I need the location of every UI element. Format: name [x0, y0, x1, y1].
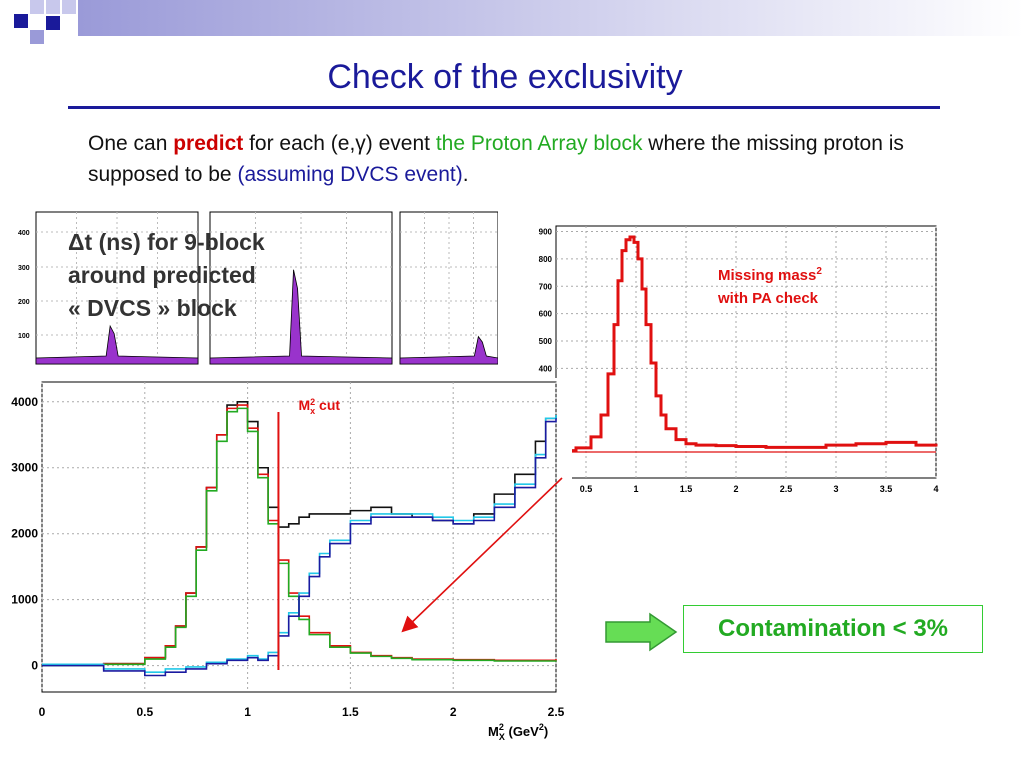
- y-tick-label: 3000: [11, 461, 38, 475]
- y-tick-label: 4000: [11, 395, 38, 409]
- x-tick-label: 2: [733, 484, 738, 494]
- xlabel-sub: X: [499, 732, 505, 742]
- y-tick-label: 200: [18, 299, 30, 306]
- mx2-cut-label: M2 x cut: [298, 397, 340, 416]
- y-tick-label: 700: [539, 282, 553, 291]
- delta-t-peak: [399, 335, 498, 365]
- x-tick-label: 0.5: [136, 705, 153, 719]
- y-tick-label: 100: [18, 333, 30, 340]
- slide-title: Check of the exclusivity: [327, 58, 683, 96]
- xlabel-end: ): [544, 724, 548, 739]
- intro-predict: predict: [173, 132, 244, 155]
- cut-label-sub: x: [310, 406, 315, 416]
- contamination-result: Contamination < 3%: [683, 605, 983, 653]
- x-tick-label: 1: [244, 705, 251, 719]
- plot-frame: [41, 381, 557, 693]
- x-tick-label: 1.5: [342, 705, 359, 719]
- missing-mass-annotation: Missing mass2: [718, 266, 822, 284]
- cut-label-text: cut: [315, 397, 340, 413]
- x-tick-label: 0.5: [580, 484, 593, 494]
- x-tick-label: 2.5: [548, 705, 565, 719]
- intro-proton-array: the Proton Array block: [435, 132, 643, 155]
- plot-ticks: 0.5 1 1.5 2 2.5 3 3.5 4 400 500 600 700 800 900: [539, 227, 939, 494]
- plot-series: [42, 400, 557, 677]
- plot-ticks: 0 0.5 1 1.5 2 2.5 0 1000 2000 3000 4000: [11, 395, 564, 719]
- x-tick-label: 1.5: [680, 484, 693, 494]
- x-tick-label: 2: [450, 705, 457, 719]
- arrow-overlay: [401, 477, 563, 633]
- y-tick-label: 800: [539, 255, 553, 264]
- y-tick-label: 400: [539, 364, 553, 373]
- mx2-series-green: [42, 407, 557, 667]
- x-tick-label: 1: [633, 484, 638, 494]
- x-tick-label: 3.5: [880, 484, 893, 494]
- xlabel-sup: 2: [499, 722, 504, 732]
- xlabel-unit: (GeV: [505, 724, 539, 739]
- title-underline: [68, 106, 940, 109]
- delta-t-peak: [209, 269, 393, 365]
- delta-t-peak: [35, 324, 199, 365]
- intro-assuming: (assuming DVCS event): [237, 163, 463, 186]
- x-tick-label: 3: [833, 484, 838, 494]
- delta-t-label-line3: « DVCS » block: [68, 295, 237, 321]
- missing-mass-annotation-line2: with PA check: [717, 290, 819, 307]
- plot-frame: [555, 225, 937, 479]
- delta-t-histograms: 400 300 200 100 Δt (ns) for 9-block around …: [14, 206, 498, 382]
- top-gradient-bar: [78, 0, 1024, 36]
- intro-part: where the missing proton is supposed to …: [88, 132, 904, 186]
- intro-part: .: [462, 163, 469, 186]
- deco-square: [14, 14, 28, 28]
- mx2-series-blue: [42, 418, 557, 677]
- pointer-arrow: [401, 477, 563, 633]
- y-tick-label: 1000: [11, 593, 38, 607]
- corner-decoration: [0, 0, 80, 60]
- intro-part: for each (e,γ) event: [243, 132, 436, 155]
- y-tick-label: 300: [18, 265, 30, 272]
- green-arrow-icon: [605, 612, 678, 652]
- x-axis-title: M2 X (GeV2): [488, 722, 548, 742]
- intro-part: One can: [88, 132, 174, 155]
- annotation-sup: 2: [816, 266, 822, 277]
- y-tick-label: 2000: [11, 527, 38, 541]
- deco-square: [30, 0, 44, 14]
- xlabel-unit-sup: 2: [539, 722, 544, 732]
- x-tick-label: 2.5: [780, 484, 793, 494]
- intro-text: One can predict for each (e,γ) event the…: [88, 128, 928, 190]
- annotation-text: Missing mass: [718, 267, 816, 284]
- y-tick-label: 400: [18, 230, 30, 237]
- delta-t-label-line1: Δt (ns) for 9-block: [68, 229, 265, 255]
- cut-label-sup: 2: [310, 397, 315, 407]
- xlabel-m: M: [488, 724, 499, 739]
- x-tick-label: 0: [39, 705, 46, 719]
- deco-square: [62, 0, 76, 14]
- missing-mass-pa-chart: 0.5 1 1.5 2 2.5 3 3.5 4 400 500 600 700 800 900 Missi…: [520, 222, 944, 500]
- y-tick-label: 600: [539, 310, 553, 319]
- deco-square: [46, 0, 60, 14]
- y-tick-label: 500: [539, 337, 553, 346]
- delta-t-label-line2: around predicted: [68, 262, 256, 288]
- y-tick-label: 900: [539, 227, 553, 236]
- x-tick-label: 4: [933, 484, 938, 494]
- y-tick-label: 0: [31, 659, 38, 673]
- missing-mass-series: [556, 235, 938, 453]
- plot-grid: [556, 226, 937, 478]
- delta-t-y-axis: 400 300 200 100: [18, 230, 30, 340]
- deco-square: [30, 30, 44, 44]
- cut-label-m: M: [298, 397, 310, 413]
- plot-series: [556, 235, 938, 453]
- delta-t-panels: [35, 211, 498, 365]
- deco-square: [46, 16, 60, 30]
